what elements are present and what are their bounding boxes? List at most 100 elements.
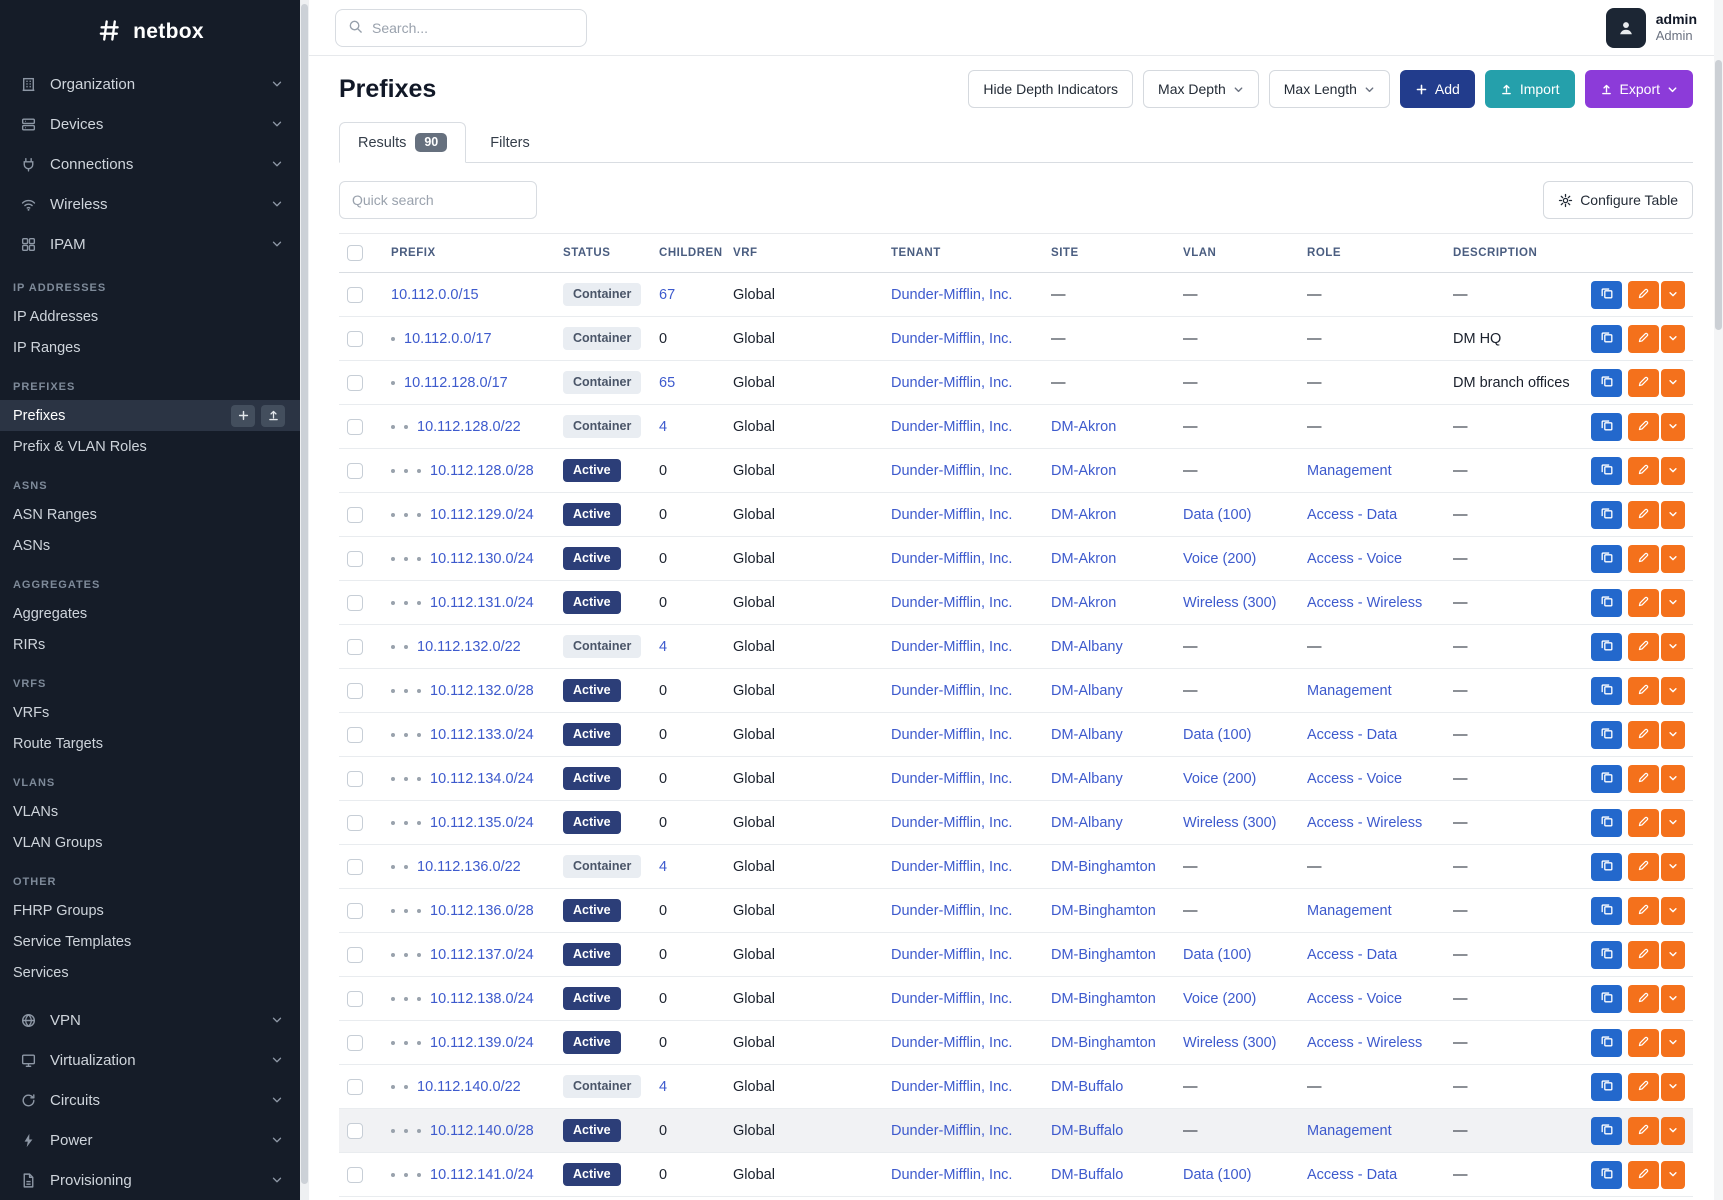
role-link[interactable]: Access - Wireless: [1307, 1034, 1423, 1051]
prefix-link[interactable]: 10.112.139.0/24: [430, 1034, 534, 1051]
row-checkbox[interactable]: [347, 814, 363, 831]
role-link[interactable]: Access - Wireless: [1307, 814, 1423, 831]
tenant-link[interactable]: Dunder-Mifflin, Inc.: [891, 550, 1013, 567]
vlan-link[interactable]: Data (100): [1183, 506, 1252, 523]
clone-button[interactable]: [1591, 720, 1622, 749]
site-link[interactable]: DM-Binghamton: [1051, 858, 1156, 875]
vlan-link[interactable]: Voice (200): [1183, 770, 1257, 787]
tenant-link[interactable]: Dunder-Mifflin, Inc.: [891, 990, 1013, 1007]
prefix-link[interactable]: 10.112.138.0/24: [430, 990, 534, 1007]
column-header-vrf[interactable]: VRF: [725, 233, 883, 273]
sidebar-item-service-templates[interactable]: Service Templates: [0, 926, 300, 957]
row-checkbox[interactable]: [347, 1078, 363, 1095]
sidebar-item-route-targets[interactable]: Route Targets: [0, 728, 300, 759]
sidebar-item-ip-ranges[interactable]: IP Ranges: [0, 332, 300, 363]
sidebar-item-fhrp-groups[interactable]: FHRP Groups: [0, 895, 300, 926]
tenant-link[interactable]: Dunder-Mifflin, Inc.: [891, 902, 1013, 919]
edit-dropdown-button[interactable]: [1661, 764, 1685, 793]
export-dropdown-button[interactable]: Export: [1584, 70, 1693, 108]
edit-button[interactable]: [1628, 544, 1659, 573]
edit-dropdown-button[interactable]: [1661, 1072, 1685, 1101]
role-link[interactable]: Access - Data: [1307, 726, 1398, 743]
edit-button[interactable]: [1628, 1028, 1659, 1057]
tenant-link[interactable]: Dunder-Mifflin, Inc.: [891, 462, 1013, 479]
edit-dropdown-button[interactable]: [1661, 808, 1685, 837]
children-count-link[interactable]: 4: [659, 638, 668, 655]
children-count-link[interactable]: 65: [659, 374, 676, 391]
sidebar-menu-vpn[interactable]: VPN: [0, 1000, 300, 1040]
site-link[interactable]: DM-Binghamton: [1051, 902, 1156, 919]
vlan-link[interactable]: Wireless (300): [1183, 1034, 1277, 1051]
sidebar-scrollbar-thumb[interactable]: [301, 4, 308, 1184]
edit-dropdown-button[interactable]: [1661, 588, 1685, 617]
tenant-link[interactable]: Dunder-Mifflin, Inc.: [891, 946, 1013, 963]
edit-button[interactable]: [1628, 852, 1659, 881]
edit-dropdown-button[interactable]: [1661, 1116, 1685, 1145]
tenant-link[interactable]: Dunder-Mifflin, Inc.: [891, 770, 1013, 787]
site-link[interactable]: DM-Buffalo: [1051, 1122, 1124, 1139]
children-count-link[interactable]: 4: [659, 1078, 668, 1095]
site-link[interactable]: DM-Akron: [1051, 550, 1117, 567]
hide-depth-indicators-button[interactable]: Hide Depth Indicators: [968, 70, 1134, 108]
edit-dropdown-button[interactable]: [1661, 852, 1685, 881]
children-count-link[interactable]: 4: [659, 858, 668, 875]
vlan-link[interactable]: Wireless (300): [1183, 594, 1277, 611]
role-link[interactable]: Access - Voice: [1307, 770, 1403, 787]
sidebar-item-vlan-groups[interactable]: VLAN Groups: [0, 827, 300, 858]
prefix-link[interactable]: 10.112.136.0/28: [430, 902, 534, 919]
edit-dropdown-button[interactable]: [1661, 280, 1685, 309]
prefix-link[interactable]: 10.112.128.0/22: [417, 418, 521, 435]
row-checkbox[interactable]: [347, 638, 363, 655]
edit-dropdown-button[interactable]: [1661, 412, 1685, 441]
user-menu[interactable]: admin Admin: [1605, 7, 1697, 48]
tenant-link[interactable]: Dunder-Mifflin, Inc.: [891, 814, 1013, 831]
edit-button[interactable]: [1628, 456, 1659, 485]
page-scrollbar[interactable]: [1714, 0, 1723, 1200]
edit-button[interactable]: [1628, 896, 1659, 925]
select-all-checkbox[interactable]: [347, 245, 363, 261]
import-button[interactable]: Import: [1484, 70, 1575, 108]
sidebar-item-rirs[interactable]: RIRs: [0, 629, 300, 660]
row-checkbox[interactable]: [347, 1166, 363, 1183]
children-count-link[interactable]: 67: [659, 286, 676, 303]
quick-search-input[interactable]: [339, 181, 537, 219]
sidebar-menu-power[interactable]: Power: [0, 1120, 300, 1160]
role-link[interactable]: Access - Wireless: [1307, 594, 1423, 611]
prefix-link[interactable]: 10.112.140.0/28: [430, 1122, 534, 1139]
row-checkbox[interactable]: [347, 594, 363, 611]
clone-button[interactable]: [1591, 544, 1622, 573]
site-link[interactable]: DM-Albany: [1051, 726, 1123, 743]
tenant-link[interactable]: Dunder-Mifflin, Inc.: [891, 594, 1013, 611]
row-checkbox[interactable]: [347, 506, 363, 523]
edit-dropdown-button[interactable]: [1661, 500, 1685, 529]
prefix-link[interactable]: 10.112.134.0/24: [430, 770, 534, 787]
clone-button[interactable]: [1591, 1028, 1622, 1057]
clone-button[interactable]: [1591, 456, 1622, 485]
clone-button[interactable]: [1591, 1072, 1622, 1101]
clone-button[interactable]: [1591, 368, 1622, 397]
role-link[interactable]: Access - Voice: [1307, 550, 1403, 567]
prefix-link[interactable]: 10.112.132.0/22: [417, 638, 521, 655]
role-link[interactable]: Access - Data: [1307, 1166, 1398, 1183]
edit-dropdown-button[interactable]: [1661, 324, 1685, 353]
prefix-link[interactable]: 10.112.136.0/22: [417, 858, 521, 875]
sidebar-menu-connections[interactable]: Connections: [0, 144, 300, 184]
site-link[interactable]: DM-Akron: [1051, 462, 1117, 479]
tenant-link[interactable]: Dunder-Mifflin, Inc.: [891, 506, 1013, 523]
edit-dropdown-button[interactable]: [1661, 1028, 1685, 1057]
edit-dropdown-button[interactable]: [1661, 940, 1685, 969]
column-header-role[interactable]: ROLE: [1299, 233, 1445, 273]
edit-dropdown-button[interactable]: [1661, 984, 1685, 1013]
row-checkbox[interactable]: [347, 990, 363, 1007]
row-checkbox[interactable]: [347, 946, 363, 963]
quick-import-button[interactable]: [261, 404, 285, 427]
edit-button[interactable]: [1628, 764, 1659, 793]
row-checkbox[interactable]: [347, 374, 363, 391]
clone-button[interactable]: [1591, 1160, 1622, 1189]
edit-button[interactable]: [1628, 1116, 1659, 1145]
edit-dropdown-button[interactable]: [1661, 720, 1685, 749]
edit-button[interactable]: [1628, 412, 1659, 441]
sidebar-item-asns[interactable]: ASNs: [0, 530, 300, 561]
add-button[interactable]: Add: [1399, 70, 1475, 108]
row-checkbox[interactable]: [347, 902, 363, 919]
